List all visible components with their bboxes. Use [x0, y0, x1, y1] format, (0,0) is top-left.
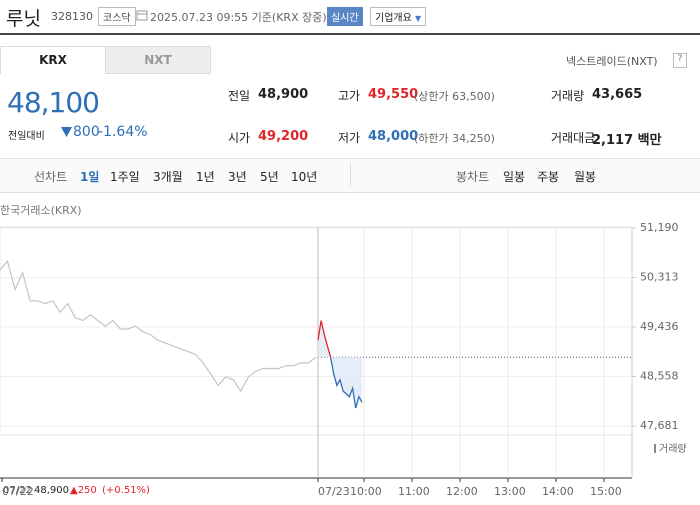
- prev-day-line: [0, 260, 317, 393]
- x-tick-label: 07/23: [318, 485, 350, 498]
- x-tick-label: 11:00: [398, 485, 430, 498]
- header-rule: [0, 33, 700, 35]
- y-tick-label: 50,313: [640, 270, 679, 283]
- plot-frame: [0, 226, 633, 436]
- volume-legend-key: [654, 444, 656, 453]
- x-tick-label: 07/22: [2, 485, 34, 498]
- stat-value: 48,000: [368, 129, 419, 144]
- stat-value: 49,200: [258, 129, 309, 144]
- tab-nxt[interactable]: NXT: [105, 46, 211, 74]
- x-tick-label: 15:00: [590, 485, 622, 498]
- timestamp: 2025.07.23 09:55 기준(KRX 장중): [150, 11, 327, 24]
- period-option[interactable]: 1주일: [110, 170, 140, 184]
- calendar-icon: [136, 10, 148, 21]
- today-line-up: [317, 320, 332, 358]
- company-info-button[interactable]: 기업개요 ▼: [370, 7, 427, 26]
- stat-value: 43,665: [592, 87, 643, 102]
- change-label: 전일대비: [8, 131, 45, 142]
- period-divider: [350, 163, 351, 187]
- stat-label: 거래대금: [551, 131, 596, 145]
- stat-label: 전일: [228, 89, 251, 103]
- y-tick-label: 49,436: [640, 320, 679, 333]
- stat-value: 2,117 백만: [592, 133, 662, 148]
- today-area: [318, 320, 362, 408]
- x-tick-label: 14:00: [542, 485, 574, 498]
- period-option[interactable]: 1년: [196, 170, 215, 184]
- change-amount: 800: [73, 124, 100, 140]
- x-tick-label: 13:00: [494, 485, 526, 498]
- stat-label: 저가: [338, 131, 361, 145]
- stat-value: 48,900: [258, 87, 309, 102]
- x-tick-label: 12:00: [446, 485, 478, 498]
- volume-legend: 거래량: [659, 443, 687, 455]
- stat-value: 49,550: [368, 87, 419, 102]
- stock-code: 328130: [51, 10, 93, 23]
- company-info-label: 기업개요: [375, 13, 412, 24]
- down-arrow: [61, 127, 72, 137]
- market-badge: 코스닥: [98, 7, 136, 26]
- period-option[interactable]: 5년: [260, 170, 279, 184]
- period-option[interactable]: 3개월: [153, 170, 183, 184]
- y-tick-label: 51,190: [640, 221, 679, 234]
- stock-name: 루닛: [6, 8, 41, 30]
- footer-date: 07/22: [3, 485, 32, 496]
- help-icon[interactable]: ?: [673, 53, 687, 68]
- current-price: 48,100: [7, 86, 100, 119]
- candle-option[interactable]: 일봉: [503, 170, 526, 184]
- footer-rate: (+0.51%): [102, 485, 150, 496]
- line-chart-label: 선차트: [34, 170, 68, 184]
- stat-label: 시가: [228, 131, 251, 145]
- realtime-badge: 실시간: [327, 7, 363, 26]
- candle-option[interactable]: 주봉: [537, 170, 560, 184]
- candle-option[interactable]: 월봉: [574, 170, 597, 184]
- stat-label: 거래량: [551, 89, 585, 103]
- y-tick-label: 48,558: [640, 370, 679, 383]
- stat-label: 고가: [338, 89, 361, 103]
- period-option[interactable]: 1일: [80, 170, 100, 184]
- period-option[interactable]: 3년: [228, 170, 247, 184]
- change-rate: -1.64%: [98, 124, 148, 140]
- today-line-down: [329, 357, 363, 409]
- x-tick-label: 10:00: [350, 485, 382, 498]
- footer-change: ▲250: [70, 485, 97, 496]
- footer-close: 48,900: [34, 485, 69, 496]
- y-tick-label: 47,681: [640, 419, 679, 432]
- nxt-link[interactable]: 넥스트레이드(NXT): [566, 55, 658, 68]
- stat-note: (상한가 63,500): [414, 90, 495, 103]
- chart-source: 한국거래소(KRX): [0, 204, 82, 217]
- candle-chart-label: 봉차트: [456, 170, 490, 184]
- period-option[interactable]: 10년: [291, 170, 318, 184]
- stat-note: (하한가 34,250): [414, 132, 495, 145]
